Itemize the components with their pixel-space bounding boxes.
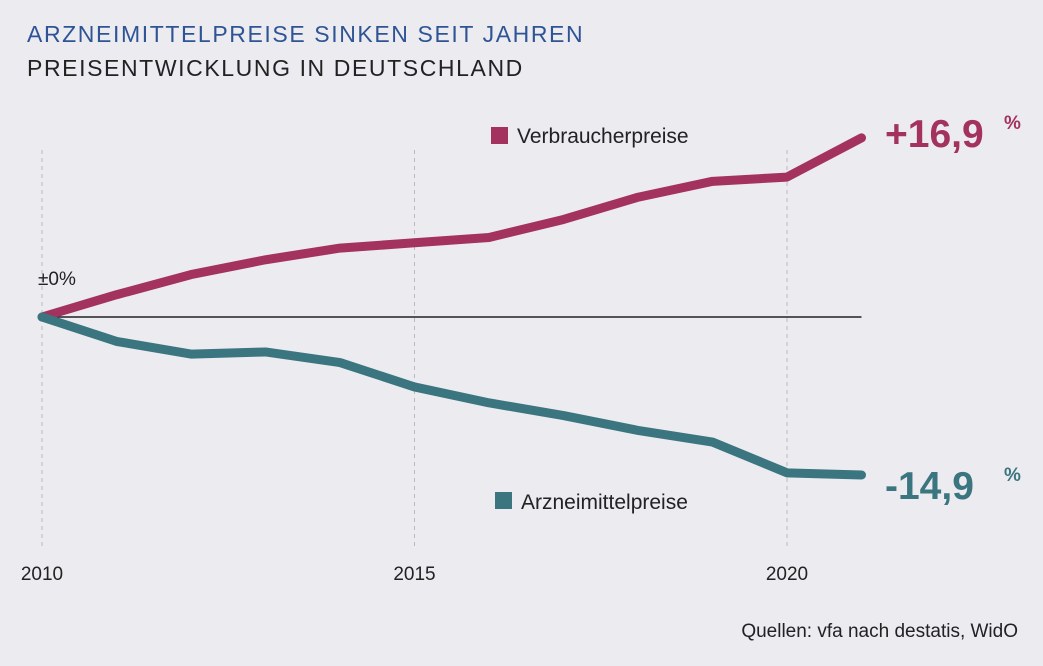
chart-subtitle: PREISENTWICKLUNG IN DEUTSCHLAND <box>27 55 524 81</box>
chart-title: ARZNEIMITTELPREISE SINKEN SEIT JAHREN <box>27 21 585 47</box>
legend-swatch <box>491 127 508 144</box>
legend-label: Arzneimittelpreise <box>521 491 688 514</box>
legend: Verbraucherpreise Arzneimittelpreise <box>491 125 689 514</box>
x-axis-ticks: 2010 2015 2020 <box>21 564 808 585</box>
end-value-label: +16,9 <box>885 113 984 156</box>
end-value-label: -14,9 <box>885 465 974 508</box>
series-line-0 <box>37 133 866 322</box>
source-note: Quellen: vfa nach destatis, WidO <box>741 621 1018 642</box>
x-tick-label: 2015 <box>393 564 435 585</box>
end-labels: +16,9 % -14,9% <box>885 113 1021 508</box>
x-tick-label: 2020 <box>766 564 808 585</box>
series-line-1 <box>37 312 866 480</box>
end-value-unit: % <box>1004 113 1021 134</box>
gridlines <box>41 150 788 548</box>
legend-label: Verbraucherpreise <box>517 125 689 148</box>
zero-label: ±0% <box>38 269 76 290</box>
series-layer <box>37 133 866 480</box>
end-value-unit: % <box>1004 465 1021 486</box>
x-tick-label: 2010 <box>21 564 63 585</box>
legend-swatch <box>495 492 512 509</box>
